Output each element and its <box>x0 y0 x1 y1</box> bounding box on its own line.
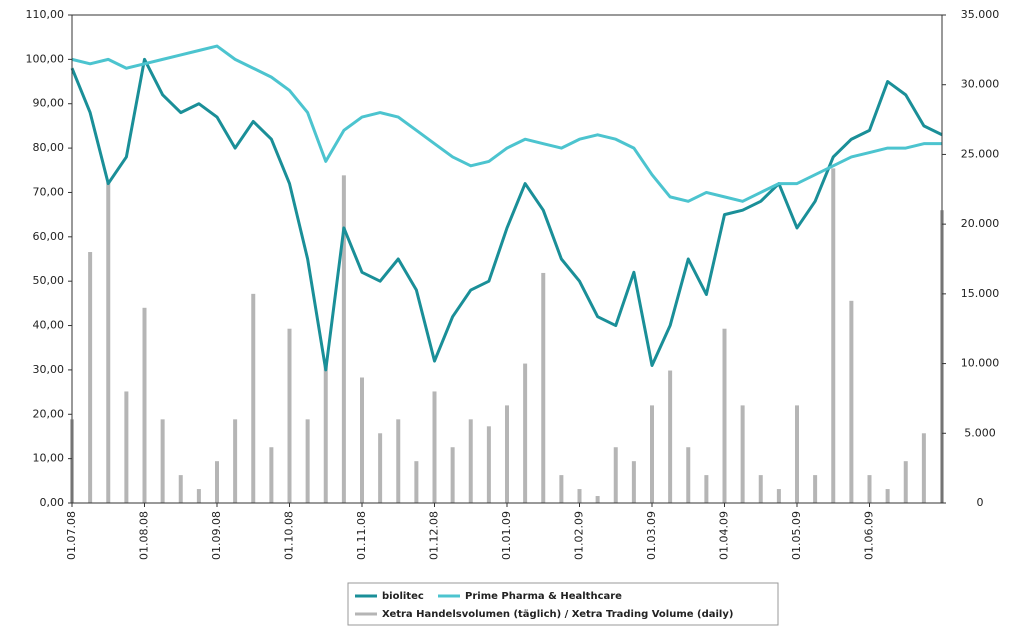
volume-bar <box>196 489 201 503</box>
volume-bar <box>450 447 455 503</box>
volume-bar <box>668 370 673 503</box>
volume-bar <box>396 419 401 503</box>
legend-label: Xetra Handelsvolumen (täglich) / Xetra T… <box>382 609 733 620</box>
volume-bar <box>178 475 183 503</box>
x-tick-label: 01.01.09 <box>500 511 513 560</box>
y2-tick-label: 0 <box>977 496 984 509</box>
x-tick-label: 01.12.08 <box>428 511 441 560</box>
volume-bar <box>160 419 165 503</box>
volume-bar <box>795 405 799 503</box>
volume-bar <box>903 461 908 503</box>
volume-bar <box>468 419 473 503</box>
y2-tick-label: 10.000 <box>961 357 1000 370</box>
y-tick-label: 70,00 <box>33 185 65 198</box>
x-tick-label: 01.07.08 <box>65 511 78 560</box>
y-tick-label: 20,00 <box>33 407 65 420</box>
y-tick-label: 40,00 <box>33 319 65 332</box>
volume-bar <box>559 475 564 503</box>
y-tick-label: 100,00 <box>26 52 65 65</box>
volume-bar <box>704 475 709 503</box>
x-tick-label: 01.06.09 <box>863 511 876 560</box>
volume-bar <box>269 447 274 503</box>
legend-label: Prime Pharma & Healthcare <box>465 591 622 602</box>
volume-bar <box>142 307 147 503</box>
volume-bar <box>541 272 546 503</box>
volume-bar <box>867 475 872 503</box>
volume-bar <box>740 405 745 503</box>
x-tick-label: 01.03.09 <box>645 511 658 560</box>
volume-bar <box>486 426 491 503</box>
y2-tick-label: 30.000 <box>961 78 1000 91</box>
volume-bar <box>776 489 781 503</box>
y2-tick-label: 20.000 <box>961 217 1000 230</box>
volume-bar <box>88 252 93 503</box>
volume-bar <box>885 489 890 503</box>
volume-bar <box>251 293 256 503</box>
volume-bar <box>650 405 654 503</box>
volume-bar <box>124 391 129 503</box>
y-tick-label: 60,00 <box>33 230 65 243</box>
volume-bar <box>378 433 383 503</box>
x-tick-label: 01.08.08 <box>138 511 151 560</box>
volume-bar <box>577 489 582 503</box>
x-tick-label: 01.10.08 <box>283 511 296 560</box>
volume-bar <box>722 328 727 503</box>
volume-bar <box>631 461 636 503</box>
y2-tick-label: 5.000 <box>964 426 996 439</box>
volume-bar <box>323 363 328 503</box>
volume-bar <box>106 182 111 504</box>
volume-bar <box>523 363 528 503</box>
y-tick-label: 80,00 <box>33 141 65 154</box>
volume-bar <box>341 175 346 504</box>
volume-bar <box>215 461 219 503</box>
legend-label: biolitec <box>382 591 424 602</box>
y2-tick-label: 15.000 <box>961 287 1000 300</box>
y-tick-label: 30,00 <box>33 363 65 376</box>
volume-bar <box>305 419 310 503</box>
y-tick-label: 10,00 <box>33 452 65 465</box>
y-tick-label: 50,00 <box>33 274 65 287</box>
legend-box <box>347 582 779 626</box>
volume-bar <box>921 433 926 503</box>
volume-bar <box>686 447 691 503</box>
x-tick-label: 01.05.09 <box>790 511 803 560</box>
x-tick-label: 01.04.09 <box>718 511 731 560</box>
volume-bar <box>287 328 292 503</box>
y2-tick-label: 25.000 <box>961 147 1000 160</box>
volume-bar <box>849 300 854 503</box>
volume-bar <box>360 377 364 503</box>
x-tick-label: 01.11.08 <box>355 511 368 560</box>
line-series <box>71 44 942 203</box>
volume-bar <box>831 168 836 503</box>
volume-bar <box>505 405 509 503</box>
y-tick-label: 90,00 <box>33 97 65 110</box>
volume-bar <box>758 475 763 503</box>
volume-bar <box>414 461 419 503</box>
x-tick-label: 01.02.09 <box>573 511 586 560</box>
line-series <box>70 57 943 372</box>
volume-bar <box>613 447 618 503</box>
x-tick-label: 01.09.08 <box>210 511 223 560</box>
y-tick-label: 110,00 <box>26 8 65 21</box>
y2-tick-label: 35.000 <box>961 8 1000 21</box>
volume-bar <box>595 496 600 503</box>
volume-bar <box>233 419 238 503</box>
volume-bar <box>432 391 437 503</box>
y-tick-label: 0,00 <box>40 496 65 509</box>
volume-bar <box>813 475 818 503</box>
